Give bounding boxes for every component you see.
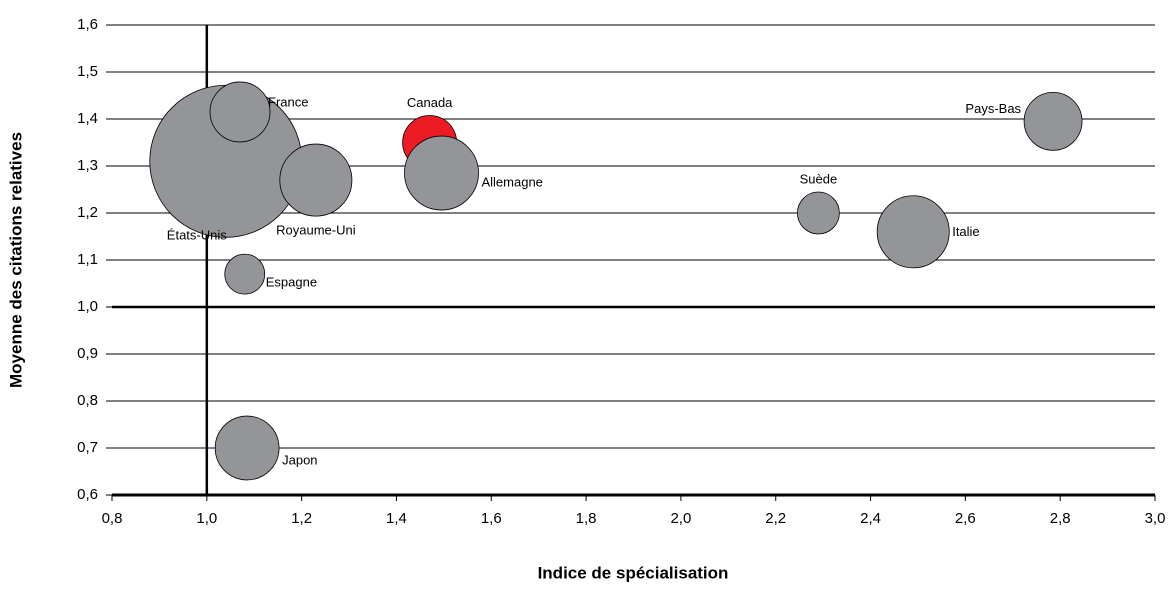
bubble (404, 135, 479, 211)
y-tick-label: 1,2 (77, 204, 98, 221)
y-tick-label: 0,6 (77, 486, 98, 503)
x-tick-label: 2,0 (670, 510, 691, 527)
bubble-label: États-Unis (167, 228, 227, 243)
x-tick-label: 2,6 (955, 510, 976, 527)
y-tick-label: 1,1 (77, 251, 98, 268)
bubble-label: Canada (407, 95, 453, 110)
bubble (279, 143, 353, 217)
x-tick-label: 2,2 (765, 510, 786, 527)
bubble-label: France (268, 94, 308, 109)
x-tick-label: 2,4 (860, 510, 881, 527)
x-tick-label: 1,6 (481, 510, 502, 527)
x-tick-label: 1,0 (196, 510, 217, 527)
x-tick-label: 1,4 (386, 510, 407, 527)
bubble (876, 195, 950, 269)
y-axis-title: Moyenne des citations relatives (6, 132, 25, 388)
bubble-label: Allemagne (481, 174, 542, 189)
x-tick-label: 3,0 (1145, 510, 1166, 527)
bubble-label: Italie (952, 224, 979, 239)
x-tick-label: 0,8 (102, 510, 123, 527)
bubble-label: Suède (800, 171, 838, 186)
bubble-label: Japon (282, 452, 317, 467)
bubble (209, 81, 271, 143)
x-axis-title: Indice de spécialisation (538, 563, 729, 582)
y-tick-label: 0,8 (77, 392, 98, 409)
x-tick-label: 1,2 (291, 510, 312, 527)
x-tick-label: 1,8 (576, 510, 597, 527)
bubble (1023, 91, 1083, 151)
y-tick-label: 0,9 (77, 345, 98, 362)
bubble-label: Pays-Bas (965, 101, 1021, 116)
y-tick-label: 1,5 (77, 63, 98, 80)
bubble-label: Royaume-Uni (276, 223, 356, 238)
bubble (214, 415, 280, 481)
bubble (797, 191, 840, 235)
y-tick-label: 1,3 (77, 157, 98, 174)
y-tick-label: 1,6 (77, 16, 98, 33)
x-tick-label: 2,8 (1050, 510, 1071, 527)
y-tick-label: 1,4 (77, 110, 98, 127)
bubble-label: Espagne (266, 275, 317, 290)
bubble (224, 253, 266, 295)
y-tick-label: 1,0 (77, 298, 98, 315)
y-tick-label: 0,7 (77, 439, 98, 456)
